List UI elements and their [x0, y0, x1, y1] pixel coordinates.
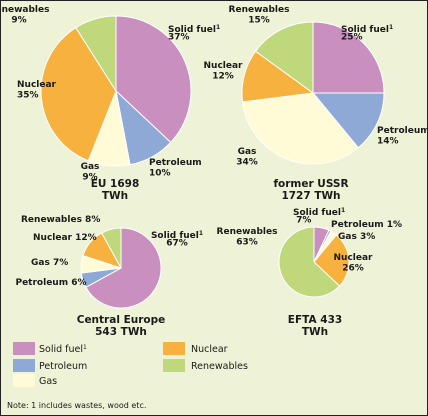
pie-3-slice-renewables: [278, 226, 341, 298]
pie-3-slice-nuclear: [313, 234, 350, 287]
pie-0-slice-solid-fuel: [115, 15, 192, 144]
pie-3-label-solid-fuel: Solid fuel1 7%: [293, 207, 345, 225]
pie-1-slice-solid-fuel: [312, 21, 385, 94]
pie-2-slice-solid-fuel: [85, 227, 162, 309]
legend-swatch-renewables: [163, 359, 185, 372]
pie-0-slice-renewables: [75, 15, 117, 93]
legend-label-gas: Gas: [39, 376, 57, 387]
pie-2-label-nuclear: Nuclear 12%: [33, 233, 97, 243]
pie-1-label-petroleum: Petroleum 14%: [377, 126, 427, 146]
pie-1-label-nuclear: Nuclear 12%: [204, 61, 244, 81]
pie-1-title: former USSR 1727 TWh: [273, 178, 348, 202]
pie-0-label-gas: Gas 9%: [81, 162, 100, 182]
pie-2-label-petroleum: Petroleum 6%: [15, 278, 86, 288]
pie-1-slice-petroleum: [311, 92, 385, 149]
pie-1-slice-gas: [242, 92, 359, 165]
pie-0-label-solid-fuel: Solid fuel1 37%: [168, 24, 220, 42]
legend-label-nuclear: Nuclear: [191, 344, 228, 355]
pie-3-label-petroleum: Petroleum 1%: [331, 220, 402, 230]
pie-3-label-nuclear: Nuclear 26%: [334, 253, 374, 273]
pie-1-label-renewables: Renewables 15%: [229, 5, 290, 25]
pie-2-label-gas: Gas 7%: [31, 258, 68, 268]
legend-label-petroleum: Petroleum: [39, 361, 87, 372]
pie-0-label-renewables: Renewables9%: [1, 5, 49, 25]
pie-3-title: EFTA 433 TWh: [288, 314, 342, 338]
pie-2-slice-renewables: [101, 227, 122, 269]
legend-swatch-gas: [13, 374, 35, 387]
pie-1-label-gas: Gas 34%: [236, 147, 258, 167]
footnote: Note: 1 includes wastes, wood etc.: [7, 401, 146, 410]
legend-swatch-nuclear: [163, 342, 185, 355]
pie-2-label-solid-fuel: Solid fuel1 67%: [151, 230, 203, 248]
pie-0-title: EU 1698 TWh: [91, 178, 140, 202]
pie-0-label-nuclear: Nuclear 35%: [17, 80, 57, 100]
legend-label-solid-fuel: Solid fuel1: [39, 344, 87, 355]
pie-3-label-gas: Gas 3%: [338, 232, 375, 242]
legend-swatch-petroleum: [13, 359, 35, 372]
pie-2-title: Central Europe 543 TWh: [77, 314, 166, 338]
pie-3-label-renewables: Renewables 63%: [217, 227, 278, 247]
pie-1-slice-renewables: [254, 21, 314, 94]
pie-0-slice-nuclear: [40, 26, 117, 162]
pie-1-label-solid-fuel: Solid fuel1 25%: [341, 24, 393, 42]
pie-2-label-renewables: Renewables 8%: [21, 215, 100, 225]
legend-swatch-solid-fuel: [13, 342, 35, 355]
legend-label-renewables: Renewables: [191, 361, 248, 372]
pie-0-label-petroleum: Petroleum 10%: [149, 158, 202, 178]
